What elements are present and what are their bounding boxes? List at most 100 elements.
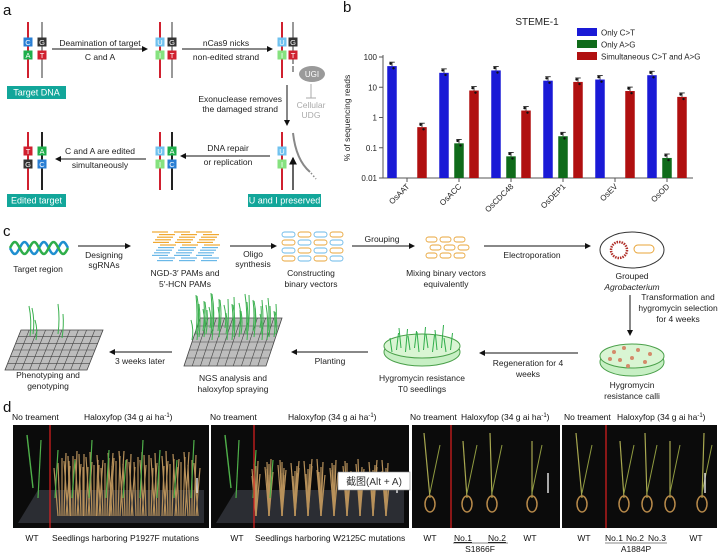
dead-seedling <box>281 467 285 517</box>
bar-only-a-g <box>662 157 672 178</box>
photo <box>13 425 209 528</box>
calli-dish-icon <box>599 343 665 377</box>
plant <box>225 312 228 335</box>
vector-plasmid <box>457 244 470 251</box>
seedling-tray <box>216 490 404 523</box>
vector-plasmid <box>453 236 466 243</box>
plant <box>274 311 278 335</box>
data-point <box>652 76 655 79</box>
target-dna-text: Target DNA <box>13 88 60 98</box>
plant <box>195 294 198 335</box>
no1-label: No.1 <box>605 533 623 543</box>
callus <box>618 358 622 362</box>
base-box <box>155 159 165 169</box>
transformation-line1: Transformation and <box>641 292 715 302</box>
plant <box>273 310 276 338</box>
data-point <box>456 139 459 143</box>
bar-only-c-t <box>387 66 397 178</box>
rice-leaf <box>531 444 543 494</box>
constructing-line1: Constructing <box>287 268 335 278</box>
ugi-icon <box>299 66 325 82</box>
seedling <box>443 337 447 353</box>
seedling-dish-icon <box>383 324 461 367</box>
plant <box>261 299 264 341</box>
vector-plasmid <box>313 231 328 238</box>
dead-seedling <box>255 473 261 517</box>
data-point <box>389 62 392 65</box>
dead-seedling <box>100 467 104 517</box>
plant <box>202 300 205 332</box>
roots <box>641 495 653 513</box>
bar-only-c-t <box>595 79 605 178</box>
sgrna-library-icon <box>152 231 220 262</box>
bar-only-a-g <box>454 143 464 178</box>
displaced-strand <box>292 132 311 173</box>
base-box <box>37 159 47 169</box>
dead-seedling <box>182 456 186 517</box>
data-point <box>679 93 682 96</box>
dead-seedling <box>333 472 339 517</box>
base-box <box>167 50 177 60</box>
rice-leaf <box>429 444 441 494</box>
base-box <box>23 146 33 156</box>
dead-seedling <box>316 469 322 517</box>
data-point <box>496 71 499 74</box>
vector-plasmid <box>425 236 438 243</box>
plant <box>196 302 199 341</box>
wt-label: WT <box>577 533 590 543</box>
rice-plant <box>575 432 583 499</box>
s1866f-label: S1866F <box>465 544 495 554</box>
plant <box>223 304 227 329</box>
base-letter: A <box>39 147 44 156</box>
bar-simultaneous-c-t-and-a-g <box>677 96 687 178</box>
vector-plasmid <box>313 247 328 254</box>
step4-line2: or replication <box>204 157 253 167</box>
plant <box>240 310 243 335</box>
dead-seedling <box>106 457 110 517</box>
vector-plasmid <box>297 255 312 262</box>
header-p1927f: No treament Haloxyfop (34 g ai ha-1) <box>12 412 173 422</box>
seedling <box>416 331 420 353</box>
rice-plant <box>644 432 648 499</box>
step3-line2: the damaged strand <box>202 104 278 114</box>
green-seedling <box>37 439 42 499</box>
header-a1884p: No treament Haloxyfop (34 g ai ha-1) <box>564 412 706 422</box>
base-letter: T <box>26 147 31 156</box>
plant <box>268 305 271 338</box>
plant <box>259 313 263 335</box>
rice-leaf <box>646 444 658 494</box>
data-point <box>575 78 578 81</box>
p1927f-label: Seedlings harboring P1927F mutations <box>52 533 199 543</box>
base-letter: C <box>39 160 45 169</box>
callus <box>608 357 612 361</box>
data-point <box>471 86 474 90</box>
plant <box>210 292 213 335</box>
base-letter: A <box>25 51 30 60</box>
bar-only-c-t <box>543 80 553 178</box>
plant <box>246 301 249 341</box>
plant <box>265 304 269 341</box>
data-point <box>630 91 633 95</box>
a1884p-label: A1884P <box>621 544 652 554</box>
dead-seedling <box>187 464 191 517</box>
base-letter: U <box>279 147 284 156</box>
bar-only-a-g <box>558 136 568 178</box>
y-tick-label: 0.01 <box>361 174 377 183</box>
bar-simultaneous-c-t-and-a-g <box>521 110 531 178</box>
wt-label: WT <box>25 533 38 543</box>
haloxyfop-label: Haloxyfop (34 g ai ha-1) <box>461 412 550 422</box>
label-u-i-preserved: U and I preserved <box>248 194 321 207</box>
bar-only-a-g <box>506 156 516 178</box>
dead-seedling <box>154 452 158 517</box>
dead-seedling <box>152 462 158 517</box>
dead-seedling <box>143 454 147 517</box>
plant <box>205 309 208 335</box>
roots <box>424 495 436 513</box>
base-letter: C <box>25 38 31 47</box>
base-box <box>23 37 33 47</box>
green-seedling <box>235 439 240 499</box>
transformation-line2: hygromycin selection <box>638 303 718 313</box>
ngs-line2: haloxyfop spraying <box>198 384 269 394</box>
